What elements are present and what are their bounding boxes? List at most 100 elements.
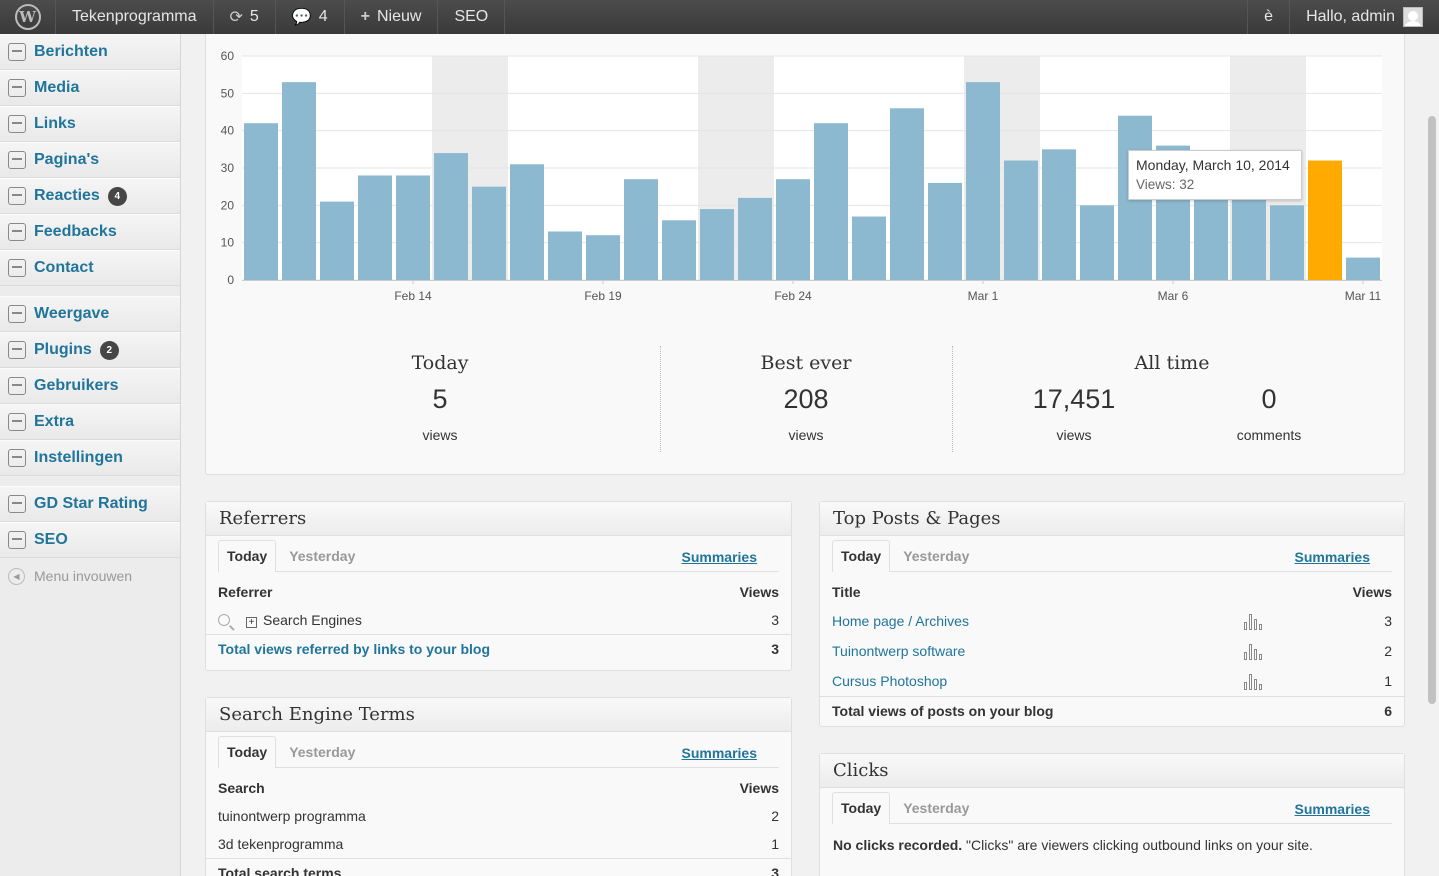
sidebar-item-seo[interactable]: SEO	[0, 522, 180, 558]
total-row: Total views of posts on your blog 6	[820, 696, 1404, 725]
stats-bars-icon[interactable]	[1243, 612, 1263, 630]
updates-count: 5	[249, 8, 259, 25]
chart-bar[interactable]	[586, 235, 620, 280]
stat-best-value: 208	[783, 384, 829, 414]
chart-bar[interactable]	[852, 216, 886, 280]
chart-bar[interactable]	[510, 164, 544, 280]
chart-bar[interactable]	[1004, 160, 1038, 280]
stats-bars-icon[interactable]	[1243, 642, 1263, 660]
chart-bar[interactable]	[966, 82, 1000, 280]
post-title-link[interactable]: Tuinontwerp software	[832, 643, 966, 659]
column-header: Search	[218, 780, 265, 796]
account-menu[interactable]: Hallo, admin	[1289, 0, 1439, 34]
referrers-box: Referrers Today Yesterday Summaries Refe…	[205, 501, 792, 671]
sidebar-item-feedbacks[interactable]: Feedbacks	[0, 214, 180, 250]
tab-yesterday[interactable]: Yesterday	[289, 548, 356, 564]
chart-bar[interactable]	[1308, 160, 1342, 280]
sidebar-item-links[interactable]: Links	[0, 106, 180, 142]
scrollbar-thumb[interactable]	[1428, 116, 1436, 704]
chart-bar[interactable]	[814, 123, 848, 280]
table-row: Home page / Archives 3	[820, 606, 1404, 636]
wordpress-logo-button[interactable]: W	[0, 0, 56, 34]
top-posts-title: Top Posts & Pages	[820, 502, 1404, 536]
tab-today[interactable]: Today	[832, 540, 891, 572]
sidebar-item-instellingen[interactable]: Instellingen	[0, 440, 180, 476]
admin-sidebar: Berichten Media Links Pagina's Reacties 4 Feed…	[0, 34, 181, 876]
comment-icon: 💬	[291, 9, 312, 26]
stat-today-label: views	[422, 427, 458, 443]
sidebar-item-media[interactable]: Media	[0, 70, 180, 106]
summaries-link[interactable]: Summaries	[1294, 549, 1370, 565]
tooltip-text: Views: 32	[1136, 177, 1195, 192]
summaries-link[interactable]: Summaries	[681, 549, 757, 565]
sidebar-item-contact[interactable]: Contact	[0, 250, 180, 286]
table-row: + Search Engines 3	[206, 606, 791, 635]
sidebar-item-reacties[interactable]: Reacties 4	[0, 178, 180, 214]
sidebar-item-gebruikers[interactable]: Gebruikers	[0, 368, 180, 404]
top-posts-table: Title Views Home page / Archives 3 Tuino…	[820, 572, 1404, 725]
tab-yesterday[interactable]: Yesterday	[903, 548, 970, 564]
seo-menu-button[interactable]: SEO	[438, 0, 506, 34]
updates-button[interactable]: ⟳ 5	[214, 0, 276, 34]
sidebar-item-label: Berichten	[34, 43, 108, 60]
chart-bar[interactable]	[738, 197, 772, 280]
sidebar-item-pagina-s[interactable]: Pagina's	[0, 142, 180, 178]
chart-bar[interactable]	[928, 182, 962, 280]
y-tick-label: 0	[227, 273, 234, 287]
table-row: Cursus Photoshop 1	[820, 666, 1404, 697]
comments-button[interactable]: 💬 4	[276, 0, 345, 34]
sidebar-item-weergave[interactable]: Weergave	[0, 296, 180, 332]
chart-bar[interactable]	[1346, 257, 1380, 280]
stat-divider	[660, 346, 661, 452]
sidebar-item-label: Instellingen	[34, 449, 123, 466]
sidebar-item-berichten[interactable]: Berichten	[0, 34, 180, 70]
chart-bar[interactable]	[434, 153, 468, 280]
page-scrollbar[interactable]	[1425, 34, 1439, 876]
sidebar-item-extra[interactable]: Extra	[0, 404, 180, 440]
tab-today[interactable]: Today	[832, 792, 891, 824]
chart-bar[interactable]	[776, 179, 810, 280]
site-name-link[interactable]: Tekenprogramma	[56, 0, 214, 34]
chart-bar[interactable]	[662, 220, 696, 280]
stat-today: Today 5 views	[340, 352, 540, 443]
chart-bar[interactable]	[890, 108, 924, 281]
language-switcher[interactable]: è	[1247, 0, 1289, 34]
chart-bar[interactable]	[548, 231, 582, 280]
clicks-message-bold: No clicks recorded.	[833, 837, 963, 853]
total-label-link[interactable]: Total views referred by links to your bl…	[206, 634, 688, 663]
sidebar-item-gd-star-rating[interactable]: GD Star Rating	[0, 486, 180, 522]
stat-alltime-comments-label: comments	[1236, 427, 1302, 443]
chart-bar[interactable]	[320, 201, 354, 280]
chart-bar[interactable]	[244, 123, 278, 280]
chart-bar[interactable]	[1042, 149, 1076, 280]
chart-bar[interactable]	[472, 186, 506, 280]
stat-alltime-comments: 0 comments	[1169, 352, 1369, 443]
chart-bar[interactable]	[1270, 205, 1304, 280]
stat-alltime-comments-value: 0	[1261, 384, 1277, 414]
y-tick-label: 30	[221, 161, 235, 175]
collapse-menu-button[interactable]: ◀ Menu invouwen	[0, 558, 180, 594]
summaries-link[interactable]: Summaries	[681, 745, 757, 761]
chart-bar[interactable]	[282, 82, 316, 280]
table-row: 3d tekenprogramma 1	[206, 830, 791, 859]
post-title-link[interactable]: Cursus Photoshop	[832, 673, 948, 689]
tab-yesterday[interactable]: Yesterday	[289, 744, 356, 760]
tab-today[interactable]: Today	[218, 540, 277, 572]
chart-bar[interactable]	[396, 175, 430, 280]
count-badge: 2	[99, 340, 119, 360]
expand-icon[interactable]: +	[246, 617, 257, 628]
post-title-link[interactable]: Home page / Archives	[832, 613, 969, 629]
chart-bar[interactable]	[358, 175, 392, 280]
top-posts-box: Top Posts & Pages Today Yesterday Summar…	[819, 501, 1405, 727]
chart-bar[interactable]	[624, 179, 658, 280]
sidebar-item-label: Feedbacks	[34, 223, 117, 240]
chart-bar[interactable]	[700, 209, 734, 280]
tab-yesterday[interactable]: Yesterday	[903, 800, 970, 816]
stats-bars-icon[interactable]	[1243, 672, 1263, 690]
chart-bar[interactable]	[1080, 205, 1114, 280]
stat-divider	[952, 346, 953, 452]
summaries-link[interactable]: Summaries	[1294, 801, 1370, 817]
new-content-button[interactable]: + Nieuw	[345, 0, 439, 34]
tab-today[interactable]: Today	[218, 736, 277, 768]
sidebar-item-plugins[interactable]: Plugins 2	[0, 332, 180, 368]
